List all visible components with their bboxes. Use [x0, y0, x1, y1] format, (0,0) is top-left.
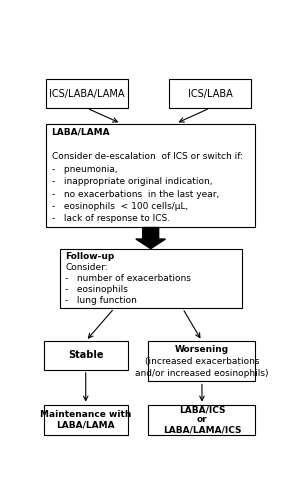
FancyBboxPatch shape [44, 404, 128, 436]
Text: -   inappropriate original indication,: - inappropriate original indication, [51, 177, 212, 186]
FancyBboxPatch shape [46, 124, 255, 228]
Text: -   eosinophils  < 100 cells/μL,: - eosinophils < 100 cells/μL, [51, 202, 188, 211]
FancyBboxPatch shape [46, 79, 128, 108]
Text: ICS/LABA/LAMA: ICS/LABA/LAMA [49, 88, 125, 99]
Polygon shape [136, 228, 166, 248]
Text: LABA/LAMA: LABA/LAMA [51, 128, 110, 136]
Text: Follow-up: Follow-up [65, 252, 114, 261]
Text: Stable: Stable [68, 350, 103, 360]
Text: -   number of exacerbations: - number of exacerbations [65, 274, 191, 283]
Text: (increased exacerbations: (increased exacerbations [145, 357, 259, 366]
Text: -   eosinophils: - eosinophils [65, 285, 128, 294]
FancyBboxPatch shape [148, 404, 255, 436]
Text: LABA/ICS
or
LABA/LAMA/ICS: LABA/ICS or LABA/LAMA/ICS [163, 405, 241, 435]
FancyBboxPatch shape [148, 341, 255, 382]
Text: Maintenance with
LABA/LAMA: Maintenance with LABA/LAMA [40, 410, 131, 430]
Text: Consider:: Consider: [65, 263, 108, 272]
Text: -   lung function: - lung function [65, 296, 137, 305]
FancyBboxPatch shape [59, 248, 242, 308]
Text: -   lack of response to ICS.: - lack of response to ICS. [51, 214, 170, 224]
Text: and/or increased eosinophils): and/or increased eosinophils) [135, 368, 269, 378]
FancyBboxPatch shape [169, 79, 251, 108]
Text: -   no exacerbations  in the last year,: - no exacerbations in the last year, [51, 190, 219, 198]
Text: ICS/LABA: ICS/LABA [188, 88, 232, 99]
Text: -   pneumonia,: - pneumonia, [51, 165, 117, 174]
Text: Worsening: Worsening [175, 345, 229, 354]
Text: Consider de-escalation  of ICS or switch if:: Consider de-escalation of ICS or switch … [51, 152, 243, 162]
FancyBboxPatch shape [44, 341, 128, 370]
